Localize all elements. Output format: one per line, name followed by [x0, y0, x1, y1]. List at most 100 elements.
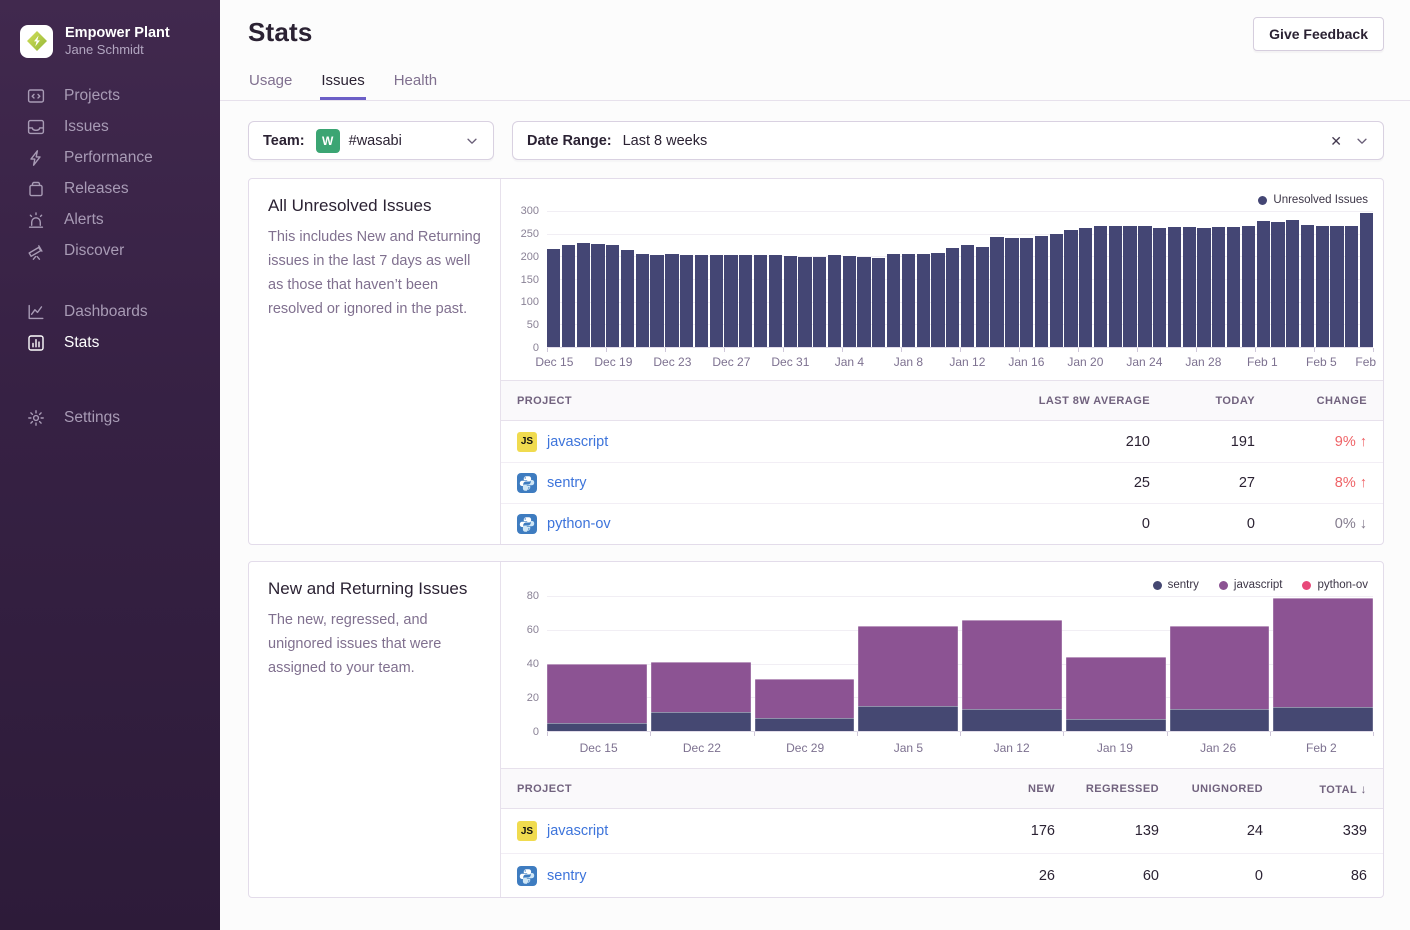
sidebar-item-label: Releases [64, 180, 129, 198]
sidebar-item-issues[interactable]: Issues [0, 111, 220, 142]
legend-unresolved-issues[interactable]: Unresolved Issues [1258, 194, 1368, 206]
sidebar-item-discover[interactable]: Discover [0, 235, 220, 266]
sidebar-item-projects[interactable]: Projects [0, 80, 220, 111]
discover-icon [28, 245, 43, 260]
sentry-segment [858, 705, 958, 731]
unresolved-bar [1315, 225, 1329, 347]
team-select[interactable]: Team: W #wasabi [248, 121, 494, 160]
stacked-bar-dec-15 [547, 596, 647, 731]
change-value: 0% ↓ [1334, 516, 1367, 532]
legend-dot-icon [1152, 580, 1162, 590]
unresolved-bar [606, 245, 620, 347]
tab-usage[interactable]: Usage [249, 72, 293, 89]
sidebar-item-stats[interactable]: Stats [0, 327, 220, 358]
tab-issues[interactable]: Issues [320, 63, 366, 100]
give-feedback-button[interactable]: Give Feedback [1253, 17, 1384, 51]
project-link[interactable]: python-ov [547, 516, 611, 532]
sort-arrow-down-icon: ↓ [1360, 781, 1367, 796]
project-link[interactable]: javascript [547, 433, 609, 450]
stacked-bars [547, 596, 1373, 731]
col-header-unignored: UNIGNORED [1191, 782, 1263, 795]
sidebar-item-settings[interactable]: Settings [0, 402, 220, 433]
panel1-description: This includes New and Returning issues i… [268, 229, 481, 317]
table-row: python-ov 0 0 0% ↓ [501, 503, 1383, 544]
chevron-down-icon [465, 134, 479, 148]
project-link[interactable]: javascript [547, 823, 609, 839]
python-platform-icon [517, 473, 537, 493]
sidebar-item-releases[interactable]: Releases [0, 173, 220, 204]
sentry-segment [1273, 707, 1373, 731]
legend-dot-icon [1258, 195, 1268, 205]
unresolved-bar [768, 254, 782, 347]
panel1-title: All Unresolved Issues [268, 196, 432, 215]
unresolved-bar [635, 253, 649, 347]
javascript-platform-icon: JS [517, 431, 537, 452]
stacked-bar-dec-22 [650, 596, 751, 731]
date-range-select[interactable]: Date Range: Last 8 weeks ✕ [512, 121, 1384, 160]
unresolved-bar [1020, 237, 1034, 347]
sidebar-item-label: Stats [64, 334, 100, 352]
unresolved-bar [724, 254, 738, 347]
panel2-title: New and Returning Issues [268, 579, 468, 598]
sidebar-item-performance[interactable]: Performance [0, 142, 220, 173]
col-header-total-sort[interactable]: TOTAL ↓ [1319, 781, 1367, 796]
sidebar-item-dashboards[interactable]: Dashboards [0, 296, 220, 327]
change-value: 9% ↑ [1334, 433, 1367, 450]
regressed-value: 60 [1142, 867, 1159, 884]
legend-sentry[interactable]: sentry [1152, 579, 1199, 591]
legend-python-ov[interactable]: python-ov [1302, 579, 1368, 591]
unresolved-bar [1182, 226, 1196, 347]
unresolved-bar [1212, 227, 1226, 347]
avg-value: 25 [1133, 475, 1150, 491]
legend-javascript[interactable]: javascript [1218, 579, 1282, 591]
unresolved-bar [1064, 229, 1078, 347]
sidebar-nav-primary: Projects Issues Performance Releases Ale… [0, 74, 220, 272]
today-value: 27 [1238, 475, 1255, 491]
org-switcher[interactable]: Empower Plant Jane Schmidt [0, 0, 220, 74]
unresolved-bar [1153, 227, 1167, 347]
sidebar-item-alerts[interactable]: Alerts [0, 204, 220, 235]
project-link[interactable]: sentry [547, 867, 587, 884]
unresolved-bar [1138, 226, 1152, 347]
clear-date-icon[interactable]: ✕ [1330, 132, 1342, 149]
unresolved-bar [783, 255, 797, 347]
unresolved-bar [946, 247, 960, 347]
sentry-segment [1065, 719, 1166, 731]
unresolved-bar [901, 254, 916, 347]
panel2-info: New and Returning Issues The new, regres… [249, 562, 501, 897]
python-platform-icon [517, 514, 537, 534]
sentry-segment [1169, 709, 1270, 731]
unresolved-bar [1049, 233, 1063, 347]
table-row: sentry 25 27 8% ↑ [501, 462, 1383, 503]
today-value: 191 [1230, 433, 1255, 450]
stacked-bar-jan-19 [1065, 596, 1166, 731]
unresolved-bar [931, 253, 945, 347]
unresolved-bar [1034, 235, 1049, 347]
sentry-segment [962, 709, 1062, 731]
unresolved-bar [694, 254, 709, 347]
team-avatar: W [315, 128, 340, 153]
unresolved-bars [547, 211, 1374, 347]
org-logo-icon [20, 24, 53, 58]
unignored-value: 24 [1246, 823, 1263, 839]
sidebar-item-label: Issues [64, 118, 109, 136]
javascript-platform-icon: JS [517, 821, 537, 841]
unresolved-bar [1271, 221, 1285, 347]
unresolved-bar [1005, 238, 1019, 347]
unresolved-bar [813, 256, 827, 347]
unresolved-bar [680, 254, 694, 347]
tab-health[interactable]: Health [393, 72, 438, 89]
unresolved-bar [872, 257, 886, 347]
unresolved-bar [857, 257, 871, 347]
change-value: 8% ↑ [1334, 475, 1367, 491]
stacked-bar-jan-5 [858, 596, 958, 731]
unresolved-bar [650, 255, 664, 347]
sidebar-nav-secondary: Dashboards Stats [0, 290, 220, 364]
stacked-bar-feb-2 [1273, 596, 1373, 731]
table-row: sentry 26 60 0 86 [501, 853, 1383, 897]
tab-bar: Usage Issues Health [220, 63, 1410, 101]
page-header: Stats Give Feedback [220, 0, 1410, 51]
unresolved-bar [620, 250, 635, 347]
project-link[interactable]: sentry [547, 475, 587, 491]
unresolved-bar [1286, 219, 1300, 347]
